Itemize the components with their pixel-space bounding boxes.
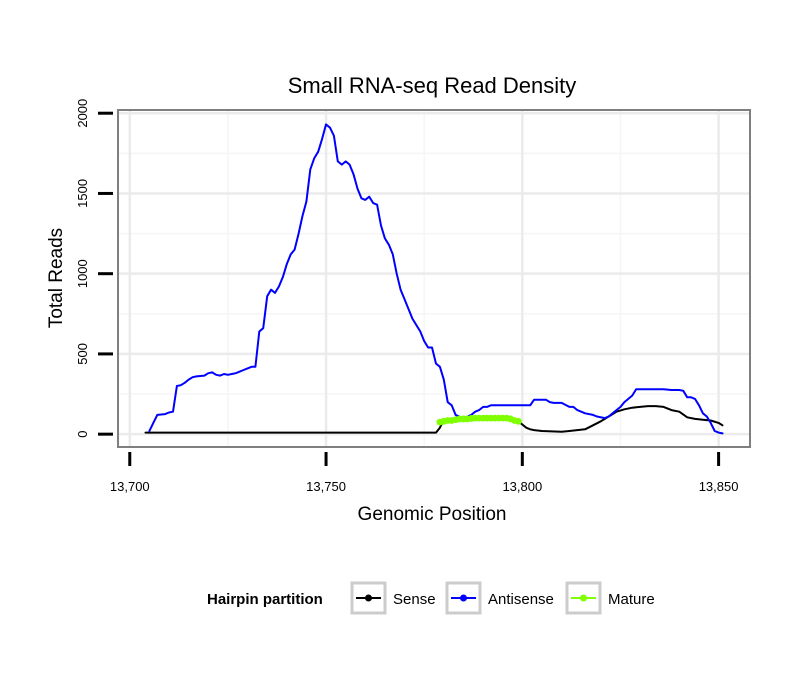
x-tick-label: 13,850 — [699, 479, 739, 494]
legend-key-point — [365, 594, 372, 602]
legend-key-point — [460, 594, 467, 602]
legend-key-point — [580, 594, 587, 602]
data-point — [514, 417, 522, 425]
axes: 13,700 13,750 13,800 13,850 0 500 1000 1500 2000 — [75, 99, 738, 494]
x-tick-label: 13,800 — [502, 479, 542, 494]
series-lines — [144, 123, 724, 435]
plot-panel — [117, 109, 751, 448]
x-tick-label: 13,700 — [110, 479, 150, 494]
y-tick-label: 2000 — [75, 99, 90, 128]
x-tick-label: 13,750 — [306, 479, 346, 494]
legend-label: Antisense — [488, 591, 554, 608]
legend-title: Hairpin partition — [207, 591, 323, 608]
series-line-antisense — [148, 123, 724, 435]
chart-title: Small RNA-seq Read Density — [288, 73, 577, 98]
y-tick-label: 0 — [75, 431, 90, 438]
y-tick-label: 500 — [75, 343, 90, 365]
y-axis-title: Total Reads — [46, 228, 67, 328]
x-axis-title: Genomic Position — [358, 504, 507, 525]
y-tick-label: 1500 — [75, 179, 90, 208]
legend: Hairpin partition Sense Antisense Mature — [207, 581, 655, 615]
legend-label: Sense — [393, 591, 436, 608]
legend-label: Mature — [608, 591, 655, 608]
y-tick-label: 1000 — [75, 259, 90, 288]
